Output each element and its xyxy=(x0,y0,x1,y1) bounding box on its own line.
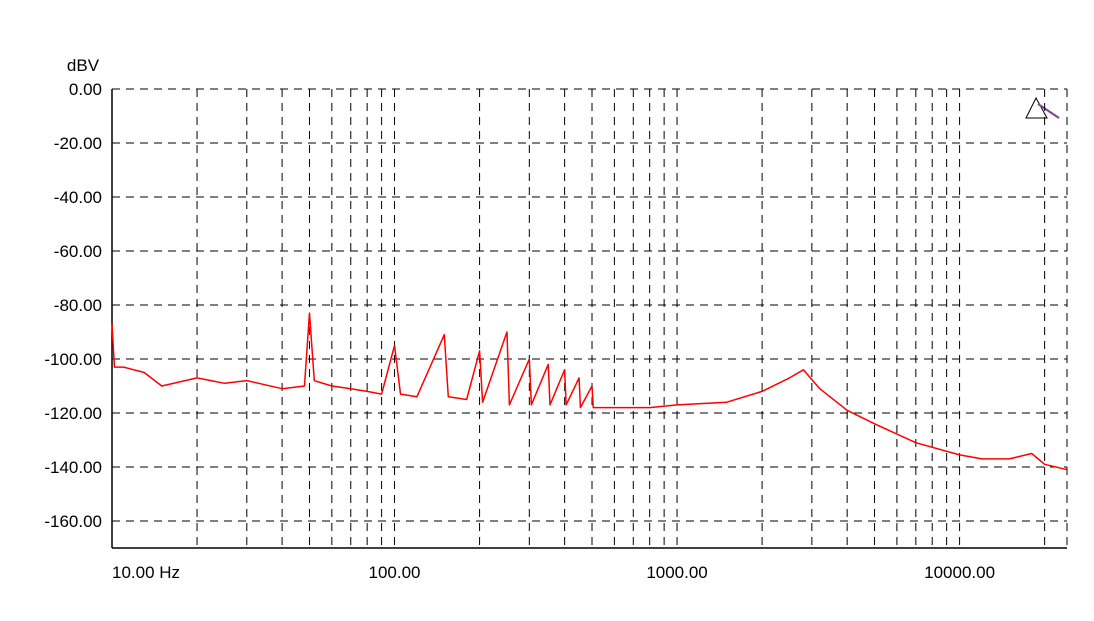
x-tick-label: 1000.00 xyxy=(646,563,707,582)
y-tick-label: -120.00 xyxy=(44,404,102,423)
y-tick-label: -40.00 xyxy=(54,188,102,207)
marker-icon xyxy=(1025,96,1060,119)
y-axis-label: dBV xyxy=(67,56,100,75)
y-tick-label: -100.00 xyxy=(44,350,102,369)
data-line xyxy=(111,312,1068,471)
y-tick-label: -160.00 xyxy=(44,512,102,531)
y-tick-label: -20.00 xyxy=(54,134,102,153)
y-tick-label: 0.00 xyxy=(69,80,102,99)
y-tick-label: -140.00 xyxy=(44,458,102,477)
pen-icon xyxy=(1037,103,1060,119)
triangle-icon xyxy=(1025,96,1048,119)
y-tick-label: -60.00 xyxy=(54,242,102,261)
x-tick-label: 10.00 Hz xyxy=(112,563,180,582)
x-tick-label: 100.00 xyxy=(369,563,421,582)
x-tick-label: 10000.00 xyxy=(924,563,995,582)
y-tick-label: -80.00 xyxy=(54,296,102,315)
